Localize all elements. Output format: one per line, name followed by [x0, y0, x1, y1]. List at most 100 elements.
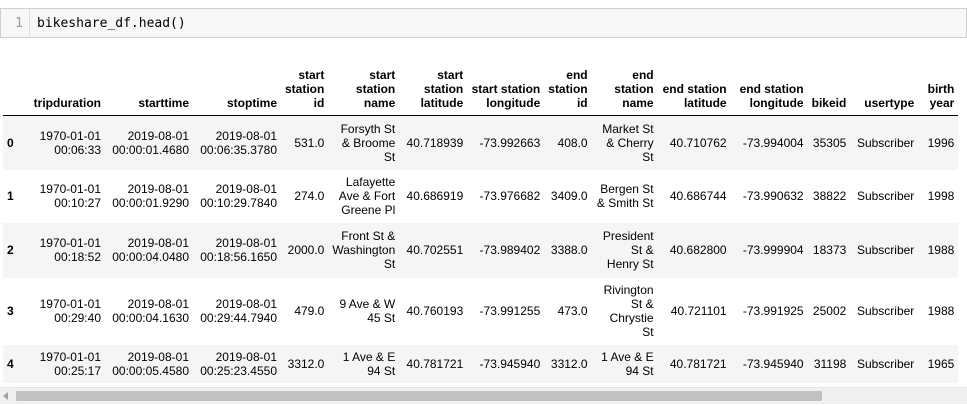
table-cell: 2019-08-01 00:29:44.7940 — [200, 297, 277, 325]
table-cell: 1970-01-01 00:29:40 — [39, 297, 101, 325]
table-cell: 40.710762 — [669, 135, 727, 150]
table-cell: Market St & Cherry St — [602, 121, 654, 164]
line-number: 1 — [15, 15, 23, 31]
table-cell: 40.686919 — [406, 189, 464, 203]
column-header: usertype — [850, 58, 919, 116]
row-index: 2 — [7, 243, 14, 257]
table-cell: 1988 — [927, 304, 955, 318]
column-header: start station longitude — [467, 58, 545, 116]
row-index: 0 — [7, 135, 14, 150]
table-cell: 2019-08-01 00:00:05.4580 — [112, 350, 189, 378]
table-cell: Bergen St & Smith St — [596, 182, 654, 210]
table-row: 2 1970-01-01 00:18:52 2019-08-01 00:00:0… — [3, 222, 959, 278]
index-header — [3, 58, 25, 116]
table-cell: Lafayette Ave & Fort Greene Pl — [338, 175, 396, 217]
table-cell: 40.682800 — [669, 243, 727, 257]
table-cell: Subscriber — [856, 304, 915, 318]
table-cell: 2019-08-01 00:10:29.7840 — [200, 182, 277, 210]
table-row: 4 1970-01-01 00:25:17 2019-08-01 00:00:0… — [3, 344, 959, 383]
triangle-left-icon[interactable] — [3, 392, 8, 400]
header-row: tripduration starttime stoptime start st… — [3, 58, 959, 116]
column-header: start station name — [328, 58, 400, 116]
table-cell: -73.976682 — [479, 189, 541, 203]
table-cell: 1970-01-01 00:18:52 — [39, 236, 101, 264]
table-cell: 3312.0 — [287, 357, 325, 371]
table-cell: 2019-08-01 00:00:01.4680 — [112, 128, 189, 157]
table-cell: 40.686744 — [669, 189, 727, 203]
table-cell: 38822 — [812, 189, 847, 203]
table-cell: 2019-08-01 00:00:04.1630 — [112, 297, 189, 325]
table-cell: 2019-08-01 00:06:35.3780 — [200, 128, 277, 157]
table-cell: 40.721101 — [670, 304, 727, 318]
column-header: stoptime — [193, 58, 281, 116]
scrollbar-thumb[interactable] — [16, 391, 822, 401]
table-cell: -73.994004 — [742, 135, 804, 150]
table-cell: 3409.0 — [550, 189, 588, 203]
table-cell: 1998 — [927, 189, 955, 203]
table-cell: -73.991925 — [742, 304, 804, 318]
table-cell: 2019-08-01 00:25:23.4550 — [200, 350, 277, 378]
table-cell: Subscriber — [856, 357, 915, 371]
table-cell: 1970-01-01 00:10:27 — [39, 182, 101, 210]
table-cell: -73.992663 — [479, 135, 541, 150]
table-cell: -73.990632 — [742, 189, 804, 203]
column-header: end station id — [544, 58, 592, 116]
table-cell: 274.0 — [294, 189, 325, 203]
horizontal-scrollbar[interactable] — [0, 387, 967, 404]
table-cell: 35305 — [812, 135, 847, 150]
column-header: birth year — [918, 58, 959, 116]
table-cell: Subscriber — [856, 189, 915, 203]
table-cell: 40.718939 — [406, 135, 464, 150]
row-index: 4 — [7, 357, 14, 371]
table-cell: 40.781721 — [669, 357, 727, 371]
column-header: end station name — [591, 58, 658, 116]
table-cell: 1970-01-01 00:06:33 — [39, 128, 101, 157]
column-header: starttime — [105, 58, 193, 116]
table-cell: Forsyth St & Broome St — [340, 121, 396, 164]
table-cell: 25002 — [812, 304, 847, 318]
gutter-divider — [29, 9, 30, 37]
table-cell: President St & Henry St — [602, 229, 654, 271]
cell-output: tripduration starttime stoptime start st… — [0, 58, 967, 383]
table-cell: 1 Ave & E 94 St — [601, 350, 654, 378]
table-cell: 2019-08-01 00:18:56.1650 — [200, 236, 277, 264]
table-cell: -73.999904 — [742, 243, 804, 257]
column-header: end station latitude — [657, 58, 731, 116]
table-cell: -73.991255 — [479, 304, 541, 318]
table-cell: 2019-08-01 00:00:01.9290 — [112, 182, 189, 210]
table-cell: 479.0 — [294, 304, 325, 318]
table-cell: 1965 — [927, 357, 955, 371]
column-header: start station id — [281, 58, 329, 116]
table-row: 3 1970-01-01 00:29:40 2019-08-01 00:00:0… — [3, 278, 958, 345]
table-cell: 2000.0 — [287, 243, 325, 257]
table-cell: -73.945940 — [742, 357, 804, 371]
table-cell: Subscriber — [856, 135, 915, 150]
column-header: tripduration — [25, 58, 105, 116]
column-header: start station latitude — [399, 58, 468, 116]
table-cell: 40.760193 — [406, 304, 464, 318]
table-cell: 1988 — [927, 243, 955, 257]
table-cell: 9 Ave & W 45 St — [339, 297, 396, 325]
table-cell: 531.0 — [294, 135, 325, 150]
code-input[interactable]: bikeshare_df.head() — [37, 15, 186, 31]
row-index: 3 — [7, 304, 14, 318]
table-row: 1 1970-01-01 00:10:27 2019-08-01 00:00:0… — [3, 170, 958, 223]
table-cell: 1996 — [927, 135, 955, 150]
table-cell: Front St & Washington St — [332, 229, 396, 271]
column-header: bikeid — [807, 58, 851, 116]
table-cell: 3388.0 — [550, 243, 588, 257]
code-cell[interactable]: 1 bikeshare_df.head() — [0, 8, 967, 38]
table-cell: 2019-08-01 00:00:04.0480 — [112, 236, 189, 264]
table-cell: Rivington St & Chrystie St — [603, 283, 654, 339]
table-cell: 40.781721 — [406, 357, 464, 371]
table-cell: Subscriber — [856, 243, 915, 257]
table-cell: 40.702551 — [406, 243, 464, 257]
table-cell: 1970-01-01 00:25:17 — [39, 350, 101, 378]
table-cell: -73.989402 — [479, 243, 541, 257]
table-cell: 18373 — [812, 243, 847, 257]
table-cell: -73.945940 — [479, 357, 541, 371]
table-row: 0 1970-01-01 00:06:33 2019-08-01 00:00:0… — [3, 115, 959, 170]
row-index: 1 — [7, 189, 14, 203]
table-cell: 1 Ave & E 94 St — [342, 350, 396, 378]
table-cell: 408.0 — [557, 135, 588, 150]
